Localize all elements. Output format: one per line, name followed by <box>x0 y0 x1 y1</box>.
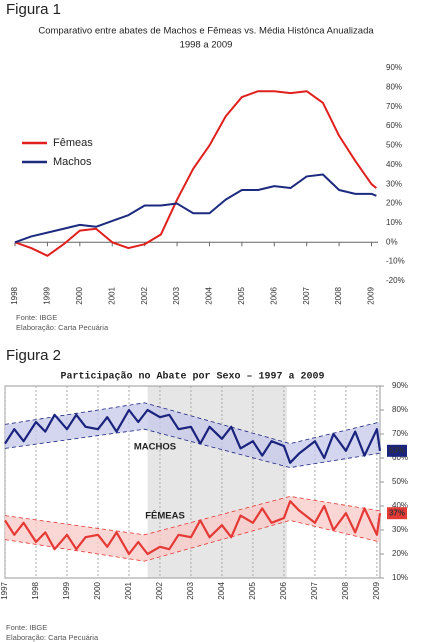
x-tick-label: 2007 <box>302 286 311 304</box>
y-tick-label: 60% <box>386 121 402 130</box>
y-tick-label: 60% <box>392 453 408 462</box>
x-tick-label: 2008 <box>341 581 350 599</box>
x-tick-label: 2005 <box>237 286 246 304</box>
y-tick-label: 20% <box>386 199 402 208</box>
y-tick-label: 50% <box>386 141 402 150</box>
y-tick-label: 40% <box>386 160 402 169</box>
y-tick-label: 20% <box>392 549 408 558</box>
x-tick-label: 1999 <box>62 581 71 599</box>
band-edge <box>4 402 381 445</box>
source-note: Elaboração: Carta Pecuária <box>16 323 109 332</box>
y-tick-label: 80% <box>392 405 408 414</box>
y-tick-label: 70% <box>392 429 408 438</box>
band-edge <box>4 495 381 536</box>
x-tick-label: 2004 <box>217 581 226 599</box>
x-tick-label: 2000 <box>93 581 102 599</box>
x-tick-label: 2002 <box>140 286 149 304</box>
x-tick-label: 2005 <box>248 581 257 599</box>
series-label: FÊMEAS <box>145 510 185 522</box>
y-tick-label: 90% <box>386 63 402 72</box>
y-tick-label: -20% <box>386 276 405 285</box>
y-tick-label: 30% <box>392 525 408 534</box>
x-tick-label: 2003 <box>186 581 195 599</box>
source-note: Fonte: IBGE <box>6 623 47 632</box>
x-tick-label: 2001 <box>107 286 116 304</box>
figure-label: Figura 1 <box>6 1 61 18</box>
x-tick-label: 2009 <box>372 581 381 599</box>
value-label-box <box>387 444 407 457</box>
x-tick-label: 1999 <box>43 286 52 304</box>
chart-title: Participação no Abate por Sexo – 1997 a … <box>60 371 324 383</box>
legend-label: Machos <box>53 156 92 168</box>
chart-title: Comparativo entre abates de Machos e Fêm… <box>38 26 374 37</box>
y-tick-label: 0% <box>386 237 398 246</box>
y-tick-label: 70% <box>386 102 402 111</box>
y-tick-label: 40% <box>392 501 408 510</box>
x-tick-label: 1997 <box>0 581 9 599</box>
value-label: 63% <box>389 446 405 455</box>
x-tick-label: 2001 <box>124 581 133 599</box>
y-tick-label: 90% <box>392 381 408 390</box>
series-line <box>4 500 382 556</box>
chart-subtitle: 1998 a 2009 <box>180 40 233 51</box>
x-tick-label: 2006 <box>279 581 288 599</box>
series-label: MACHOS <box>134 442 176 453</box>
source-note: Fonte: IBGE <box>16 313 57 322</box>
x-tick-label: 1998 <box>10 286 19 304</box>
y-tick-label: -10% <box>386 257 405 266</box>
series-line <box>14 90 378 257</box>
band-edge <box>4 519 381 562</box>
band-edge <box>4 428 381 469</box>
legend-label: Fêmeas <box>53 137 93 149</box>
x-tick-label: 2002 <box>155 581 164 599</box>
value-label-box <box>387 507 407 520</box>
figure-label: Figura 2 <box>6 347 61 364</box>
value-label: 37% <box>389 508 405 517</box>
x-tick-label: 2006 <box>269 286 278 304</box>
y-tick-label: 30% <box>386 179 402 188</box>
x-tick-label: 2003 <box>172 286 181 304</box>
y-tick-label: 10% <box>386 218 402 227</box>
x-tick-label: 2009 <box>367 286 376 304</box>
x-tick-label: 2000 <box>75 286 84 304</box>
x-tick-label: 2008 <box>334 286 343 304</box>
y-tick-label: 80% <box>386 82 402 91</box>
x-tick-label: 2007 <box>310 581 319 599</box>
x-tick-label: 2004 <box>205 286 214 304</box>
source-note: Elaboração: Carta Pecuária <box>6 633 99 642</box>
series-line <box>14 173 377 244</box>
x-tick-label: 1998 <box>31 581 40 599</box>
series-line <box>4 408 382 464</box>
y-tick-label: 10% <box>392 573 408 582</box>
y-tick-label: 50% <box>392 477 408 486</box>
